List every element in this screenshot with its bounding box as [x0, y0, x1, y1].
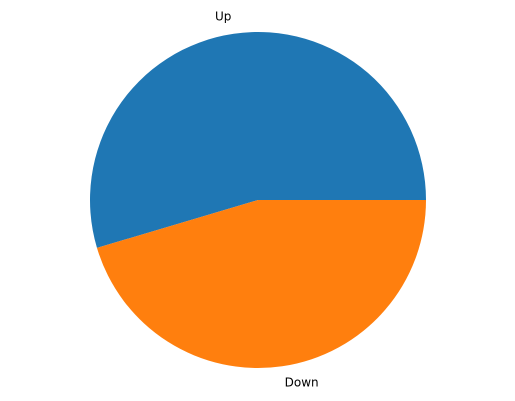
pie-label-down: Down — [285, 375, 319, 389]
pie-slice-down — [96, 200, 426, 368]
pie-slices — [90, 31, 426, 368]
pie-label-up: Up — [215, 10, 231, 24]
pie-labels: Up Down — [215, 10, 319, 390]
pie-slice-up — [90, 31, 426, 248]
